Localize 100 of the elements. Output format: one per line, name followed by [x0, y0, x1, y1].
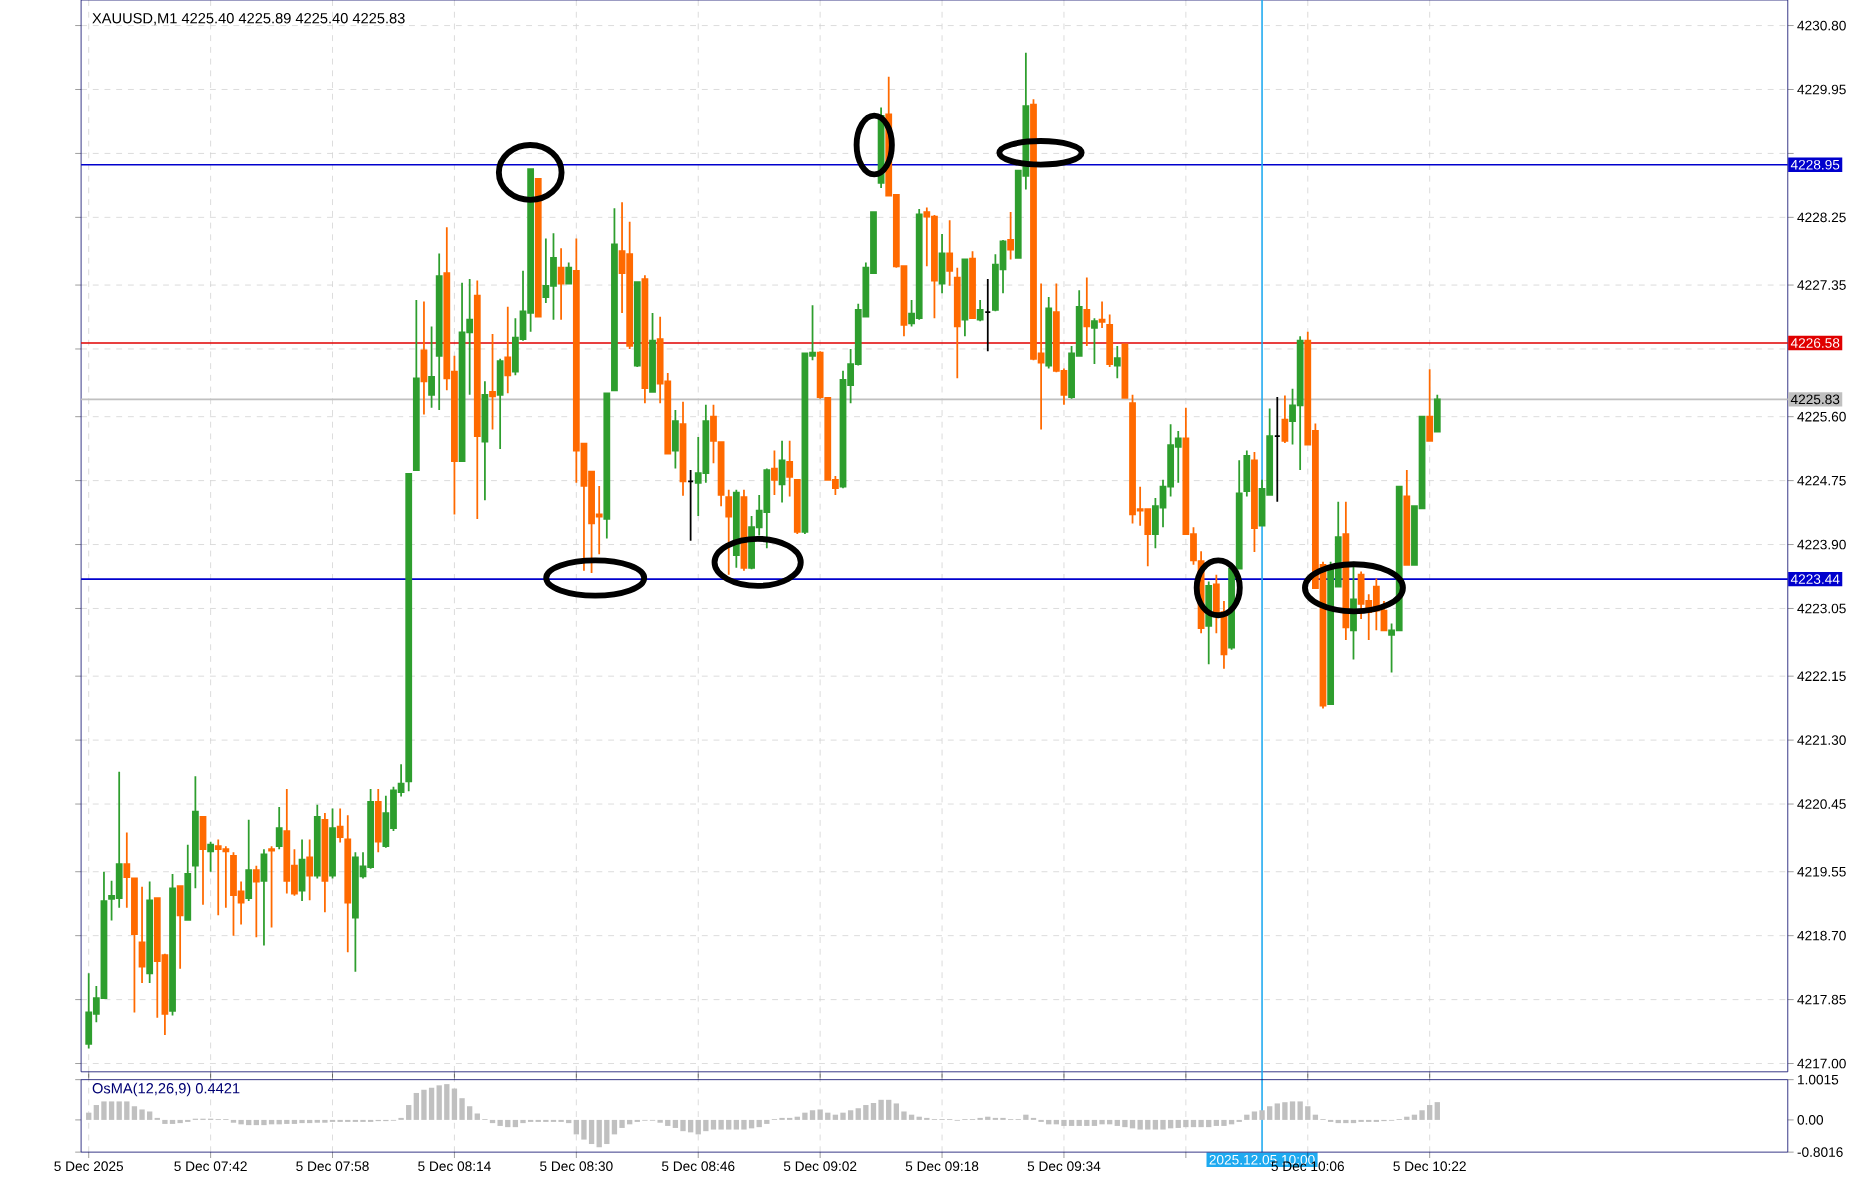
bar — [512, 1120, 519, 1128]
bar — [1221, 1120, 1227, 1127]
bar — [886, 1100, 892, 1121]
bar — [261, 1120, 267, 1126]
bar — [1305, 1106, 1311, 1121]
bar — [604, 1120, 610, 1145]
candlestick — [938, 233, 946, 295]
candlestick — [633, 281, 641, 369]
candlestick — [984, 278, 992, 353]
bar — [1190, 1120, 1197, 1128]
bar — [1152, 1120, 1159, 1130]
candlestick — [1426, 368, 1434, 442]
candlestick — [771, 449, 778, 496]
bar — [1114, 1120, 1120, 1127]
bar — [1076, 1120, 1082, 1127]
candlestick — [169, 873, 176, 1017]
bar — [573, 1120, 579, 1135]
candlestick — [245, 819, 253, 903]
bar — [86, 1112, 92, 1121]
candlestick — [1403, 469, 1411, 566]
candlestick — [481, 380, 489, 502]
bar — [1419, 1110, 1425, 1121]
bar — [733, 1120, 740, 1130]
candlestick — [351, 851, 359, 973]
bar — [467, 1106, 473, 1121]
bar — [855, 1108, 861, 1121]
candlestick — [329, 807, 336, 880]
bar — [901, 1111, 907, 1121]
bar — [619, 1120, 625, 1129]
bar — [680, 1120, 686, 1132]
candlestick — [405, 473, 413, 793]
candlestick — [306, 838, 314, 902]
candlestick — [412, 299, 420, 472]
bar — [817, 1109, 823, 1121]
candlestick — [214, 838, 222, 917]
bar — [840, 1112, 846, 1121]
bar — [893, 1103, 900, 1121]
candlestick — [931, 214, 938, 320]
bar — [756, 1120, 762, 1128]
candlestick — [275, 806, 283, 851]
candlestick — [473, 279, 481, 521]
candlestick — [915, 208, 923, 321]
bar — [665, 1120, 671, 1127]
bar — [436, 1085, 442, 1121]
candlestick — [1433, 394, 1441, 433]
candlestick — [252, 865, 260, 939]
bar — [718, 1120, 724, 1130]
candlestick — [207, 840, 215, 873]
candlestick — [649, 312, 656, 394]
bar — [451, 1088, 458, 1121]
bar — [1206, 1120, 1212, 1128]
bar — [581, 1120, 587, 1140]
bar — [1068, 1120, 1075, 1127]
bar — [1267, 1106, 1273, 1121]
bar — [1434, 1102, 1440, 1121]
candlestick — [565, 261, 573, 285]
bar — [1137, 1120, 1143, 1130]
bar — [809, 1110, 816, 1121]
candlestick — [268, 845, 275, 929]
candlestick — [671, 409, 679, 470]
candlestick — [374, 788, 382, 854]
candlestick — [1235, 459, 1243, 570]
bar — [1198, 1120, 1204, 1128]
bar — [870, 1103, 877, 1121]
bar — [1145, 1120, 1151, 1130]
bar — [726, 1120, 732, 1130]
candlestick — [976, 299, 984, 323]
bar — [703, 1120, 709, 1132]
bar — [802, 1112, 808, 1121]
candlestick — [85, 972, 93, 1050]
candlestick — [550, 232, 557, 321]
bar — [1183, 1120, 1189, 1128]
bar — [1084, 1120, 1090, 1127]
candlestick — [176, 884, 184, 970]
candlestick — [1083, 276, 1091, 348]
bar — [421, 1089, 427, 1121]
bar — [1175, 1120, 1181, 1129]
candlestick — [1281, 394, 1289, 445]
candlestick — [1251, 451, 1258, 554]
candlestick — [1091, 317, 1098, 366]
candlestick — [382, 795, 390, 849]
bar — [741, 1120, 747, 1130]
candlestick — [557, 247, 565, 321]
bar — [428, 1087, 435, 1121]
bar — [139, 1109, 145, 1121]
candlestick — [489, 333, 496, 431]
candlestick — [527, 168, 535, 333]
candlestick — [496, 358, 504, 451]
bar — [505, 1120, 511, 1128]
candlestick — [969, 250, 976, 320]
candlestick — [687, 469, 695, 542]
bar — [93, 1105, 100, 1121]
bar — [1251, 1111, 1258, 1121]
candlestick — [313, 804, 321, 880]
bar — [1427, 1105, 1433, 1121]
bar — [101, 1101, 107, 1121]
bar — [1289, 1101, 1296, 1121]
bar — [1023, 1114, 1029, 1121]
bar — [687, 1120, 694, 1133]
bar — [863, 1105, 869, 1121]
